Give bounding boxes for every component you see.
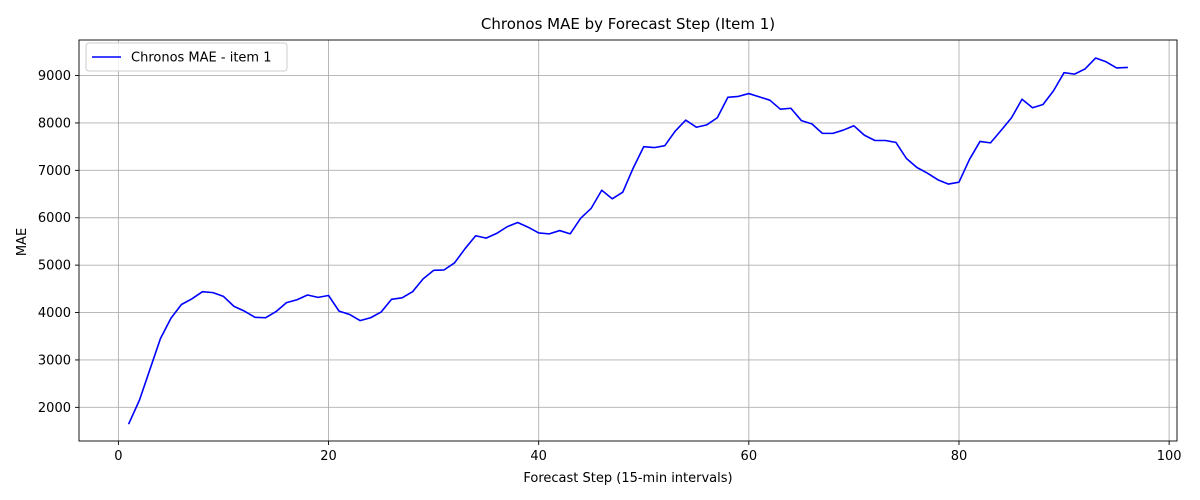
- series-line-0: [127, 57, 1128, 425]
- x-tick-label: 60: [741, 449, 758, 464]
- x-tick-label: 0: [114, 449, 122, 464]
- legend: Chronos MAE - item 1: [85, 42, 288, 72]
- series-layer: [127, 57, 1128, 425]
- chart-title: Chronos MAE by Forecast Step (Item 1): [481, 15, 775, 33]
- x-tick-label: 20: [320, 449, 337, 464]
- y-tick-label: 6000: [38, 211, 71, 226]
- axes: 0 20 40 60 80 100 2000 3000 4000 5000 6000 7000 8000…: [38, 39, 1182, 464]
- legend-label: Chronos MAE - item 1: [131, 51, 271, 66]
- plot-frame: [78, 39, 1178, 442]
- x-axis-label: Forecast Step (15-min intervals): [523, 471, 732, 486]
- y-tick-label: 3000: [38, 353, 71, 368]
- y-tick-label: 5000: [38, 259, 71, 274]
- legend-box: [85, 42, 288, 72]
- x-tick-label: 100: [1157, 449, 1182, 464]
- y-tick-label: 8000: [38, 116, 71, 131]
- y-axis-label: MAE: [15, 228, 30, 256]
- y-tick-label: 2000: [38, 401, 71, 416]
- y-tick-label: 7000: [38, 164, 71, 179]
- y-tick-label: 4000: [38, 306, 71, 321]
- grid: [79, 40, 1177, 441]
- x-tick-label: 80: [951, 449, 968, 464]
- y-tick-label: 9000: [38, 69, 71, 84]
- x-tick-label: 40: [530, 449, 547, 464]
